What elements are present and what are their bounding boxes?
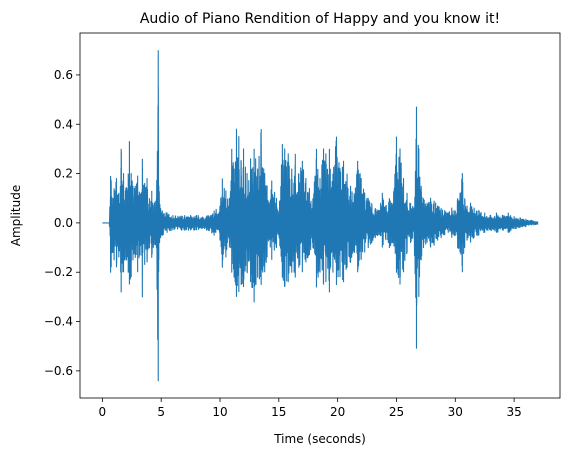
y-tick-label: 0.4 xyxy=(54,117,73,131)
x-tick-label: 0 xyxy=(99,405,107,419)
axes-frame xyxy=(79,32,561,399)
y-tick-label: 0.0 xyxy=(54,216,73,230)
series-group xyxy=(102,50,539,382)
y-axis: −0.6 −0.4 −0.2 0.0 0.2 0.4 0.6 xyxy=(44,68,80,378)
x-tick-label: 5 xyxy=(157,405,165,419)
y-tick-label: 0.6 xyxy=(54,68,73,82)
x-tick-label: 20 xyxy=(330,405,345,419)
y-tick-label: −0.4 xyxy=(44,315,73,329)
y-axis-label: Amplitude xyxy=(9,185,23,247)
x-tick-label: 15 xyxy=(271,405,286,419)
y-tick-label: 0.2 xyxy=(54,167,73,181)
chart-title: Audio of Piano Rendition of Happy and yo… xyxy=(140,11,500,27)
plot-area xyxy=(79,32,561,399)
x-tick-label: 35 xyxy=(506,405,521,419)
y-tick-label: −0.2 xyxy=(44,265,73,279)
y-tick-label: −0.6 xyxy=(44,364,73,378)
x-tick-label: 30 xyxy=(448,405,463,419)
waveform-line xyxy=(102,50,539,382)
x-axis-label: Time (seconds) xyxy=(273,432,366,446)
x-tick-label: 25 xyxy=(389,405,404,419)
x-tick-label: 10 xyxy=(212,405,227,419)
x-axis: 0 5 10 15 20 25 30 35 xyxy=(99,398,522,419)
